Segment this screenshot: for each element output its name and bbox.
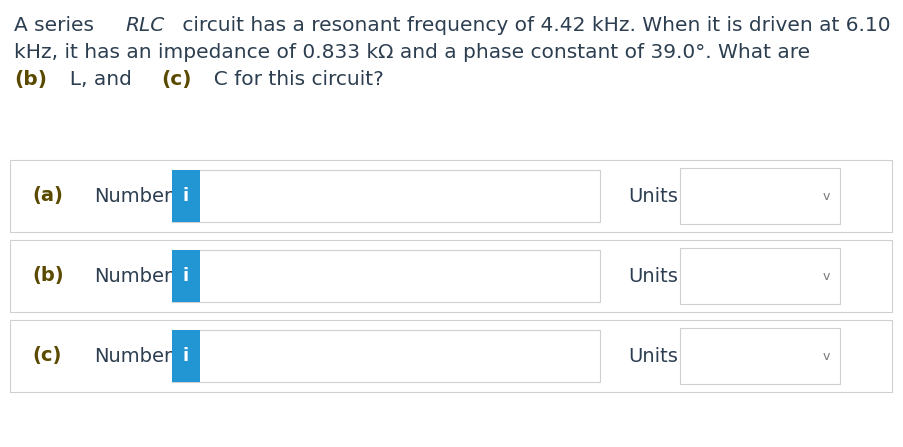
Text: Number: Number [94,266,172,286]
Bar [679,328,839,384]
Bar [10,240,891,312]
Text: v: v [822,350,829,363]
Bar [172,250,600,302]
Text: Units: Units [628,186,677,206]
Text: C for this circuit?: C for this circuit? [200,70,383,89]
Bar [10,320,891,392]
Text: RLC: RLC [126,16,164,35]
Text: circuit has a resonant frequency of 4.42 kHz. When it is driven at 6.10: circuit has a resonant frequency of 4.42… [176,16,889,35]
Text: (a): (a) [32,186,63,206]
Text: v: v [822,270,829,283]
Bar [172,330,600,382]
Text: v: v [822,190,829,202]
Bar [172,170,600,222]
Text: L, and: L, and [57,70,137,89]
Bar [172,170,200,222]
Text: Number: Number [94,346,172,366]
Text: (b): (b) [32,266,63,286]
Text: (c): (c) [162,70,191,89]
Text: (b): (b) [14,70,47,89]
Text: i: i [182,267,189,285]
Text: i: i [182,347,189,365]
Text: i: i [182,187,189,205]
Bar [679,248,839,304]
Bar [172,330,200,382]
Bar [679,168,839,224]
Bar [172,250,200,302]
Text: A series: A series [14,16,100,35]
Text: Number: Number [94,186,172,206]
Bar [10,160,891,232]
Text: kHz, it has an impedance of 0.833 kΩ and a phase constant of 39.0°. What are: kHz, it has an impedance of 0.833 kΩ and… [14,43,815,62]
Text: (c): (c) [32,346,61,366]
Text: Units: Units [628,266,677,286]
Text: Units: Units [628,346,677,366]
